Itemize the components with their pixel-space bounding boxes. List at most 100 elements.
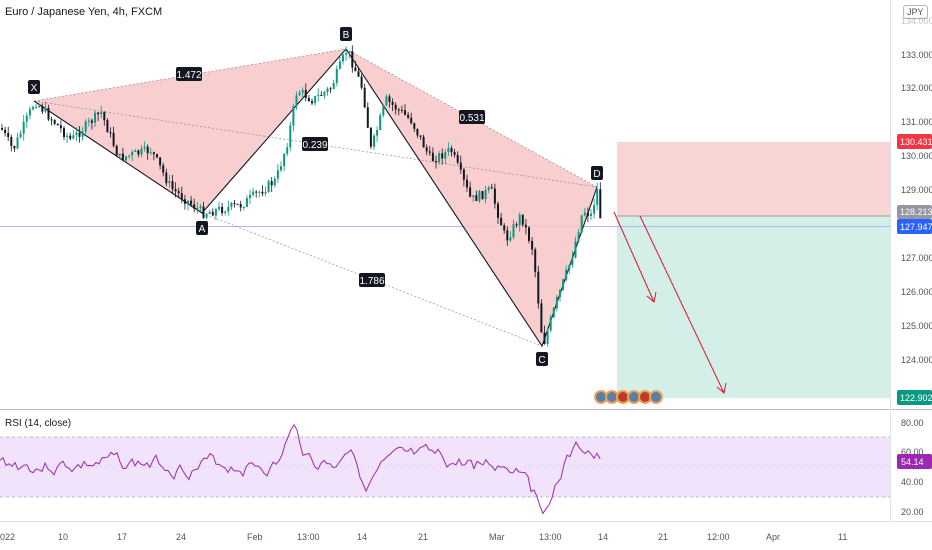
candle-body (521, 214, 524, 225)
candle-body (78, 132, 81, 137)
candle-body (435, 161, 437, 163)
rsi-tick: 60.00 (901, 447, 924, 457)
ratio-label-xad[interactable]: 1.786 (359, 273, 385, 287)
candle-body (38, 106, 41, 108)
ratio-label-abc[interactable]: 0.239 (302, 137, 328, 151)
candle-body (224, 211, 227, 214)
candle-body (28, 109, 31, 116)
candle-body (580, 215, 583, 233)
candle-body (159, 157, 162, 166)
point-label-x[interactable]: X (28, 80, 40, 94)
candle-body (128, 155, 131, 157)
candle-body (13, 145, 16, 149)
point-label-d[interactable]: D (591, 166, 603, 180)
time-tick: 022 (0, 532, 15, 542)
candle-body (230, 202, 233, 207)
stop-loss-zone[interactable] (617, 142, 890, 216)
candle-body (221, 206, 224, 214)
candle-body (534, 249, 537, 272)
candle-body (168, 181, 171, 184)
candle-body (400, 109, 403, 111)
candle-body (506, 230, 509, 241)
candle-body (50, 119, 53, 121)
candle-body (497, 203, 499, 218)
candle-body (472, 195, 475, 197)
candle-body (385, 96, 388, 106)
candle-body (140, 148, 143, 155)
candle-body (202, 206, 205, 218)
time-tick: 12:00 (707, 532, 730, 542)
point-label-b[interactable]: B (340, 27, 352, 41)
candle-body (218, 206, 220, 210)
currency-badge[interactable]: JPY (903, 5, 928, 19)
entry-price-label[interactable]: 128.213 (897, 205, 932, 219)
target-price-label[interactable]: 122.902 (897, 390, 932, 405)
projection-arrows[interactable] (613, 211, 727, 394)
price-tick: 125.000 (901, 321, 932, 331)
price-tick: 131.000 (901, 117, 932, 127)
point-label-c[interactable]: C (536, 352, 548, 366)
candle-body (490, 187, 493, 189)
short-arrowhead (646, 291, 657, 303)
rsi-value-label[interactable]: 54.14 (897, 454, 932, 469)
time-tick: Mar (489, 532, 505, 542)
rsi-tick: 40.00 (901, 477, 924, 487)
candle-body (348, 51, 351, 53)
svg-text:X: X (31, 83, 38, 94)
xabcd-pattern[interactable] (33, 48, 598, 348)
candle-body (7, 132, 10, 137)
stop-price-label[interactable]: 130.431 (897, 134, 932, 149)
svg-text:122.902: 122.902 (900, 393, 932, 403)
candle-body (428, 151, 431, 153)
ratio-label-bcd[interactable]: 0.531 (459, 110, 485, 124)
candle-body (97, 112, 100, 115)
candle-body (56, 123, 59, 126)
svg-text:D: D (593, 169, 600, 180)
candle-body (69, 135, 72, 139)
price-tick: 129.000 (901, 185, 932, 195)
candle-body (478, 190, 481, 202)
candle-body (416, 128, 419, 136)
candle-body (518, 214, 521, 226)
candle-body (41, 106, 44, 112)
svg-text:127.947: 127.947 (900, 222, 932, 232)
candle-body (273, 178, 276, 186)
candle-body (174, 189, 177, 192)
candle-body (596, 189, 599, 206)
candle-body (211, 211, 214, 216)
svg-text:1.472: 1.472 (176, 70, 201, 81)
candle-body (4, 129, 7, 133)
ratio-label-xab[interactable]: 1.472 (176, 67, 202, 81)
event-flag-icon[interactable] (649, 390, 663, 404)
time-axis[interactable]: 022 10 17 24 Feb 13:00 14 21 Mar 13:00 1… (0, 532, 847, 542)
price-axis[interactable]: 134.000 133.000 132.000 131.000 130.000 … (901, 16, 932, 365)
rsi-line[interactable] (0, 423, 601, 515)
take-profit-zone[interactable] (617, 216, 890, 398)
current-price-label[interactable]: 127.947 (897, 219, 932, 234)
svg-text:C: C (538, 355, 545, 366)
candle-body (264, 191, 267, 194)
svg-text:B: B (343, 30, 350, 41)
candle-body (301, 89, 304, 93)
candle-body (84, 121, 87, 132)
pattern-triangle-xab (34, 49, 346, 213)
time-tick: 10 (58, 532, 68, 542)
candle-body (444, 151, 447, 159)
candle-body (404, 110, 406, 115)
event-icons[interactable] (594, 390, 663, 404)
candle-body (214, 209, 217, 216)
candle-body (283, 153, 286, 167)
candle-body (199, 206, 202, 208)
candle-body (326, 88, 329, 93)
candle-body (90, 120, 93, 123)
candle-body (252, 191, 255, 195)
candle-body (503, 225, 506, 231)
point-label-a[interactable]: A (196, 221, 208, 235)
rsi-axis[interactable]: 80.00 60.00 40.00 20.00 (901, 418, 924, 517)
candle-body (354, 67, 357, 72)
candle-body (528, 227, 530, 241)
candle-series[interactable] (1, 45, 602, 347)
long-arrow (639, 215, 725, 394)
